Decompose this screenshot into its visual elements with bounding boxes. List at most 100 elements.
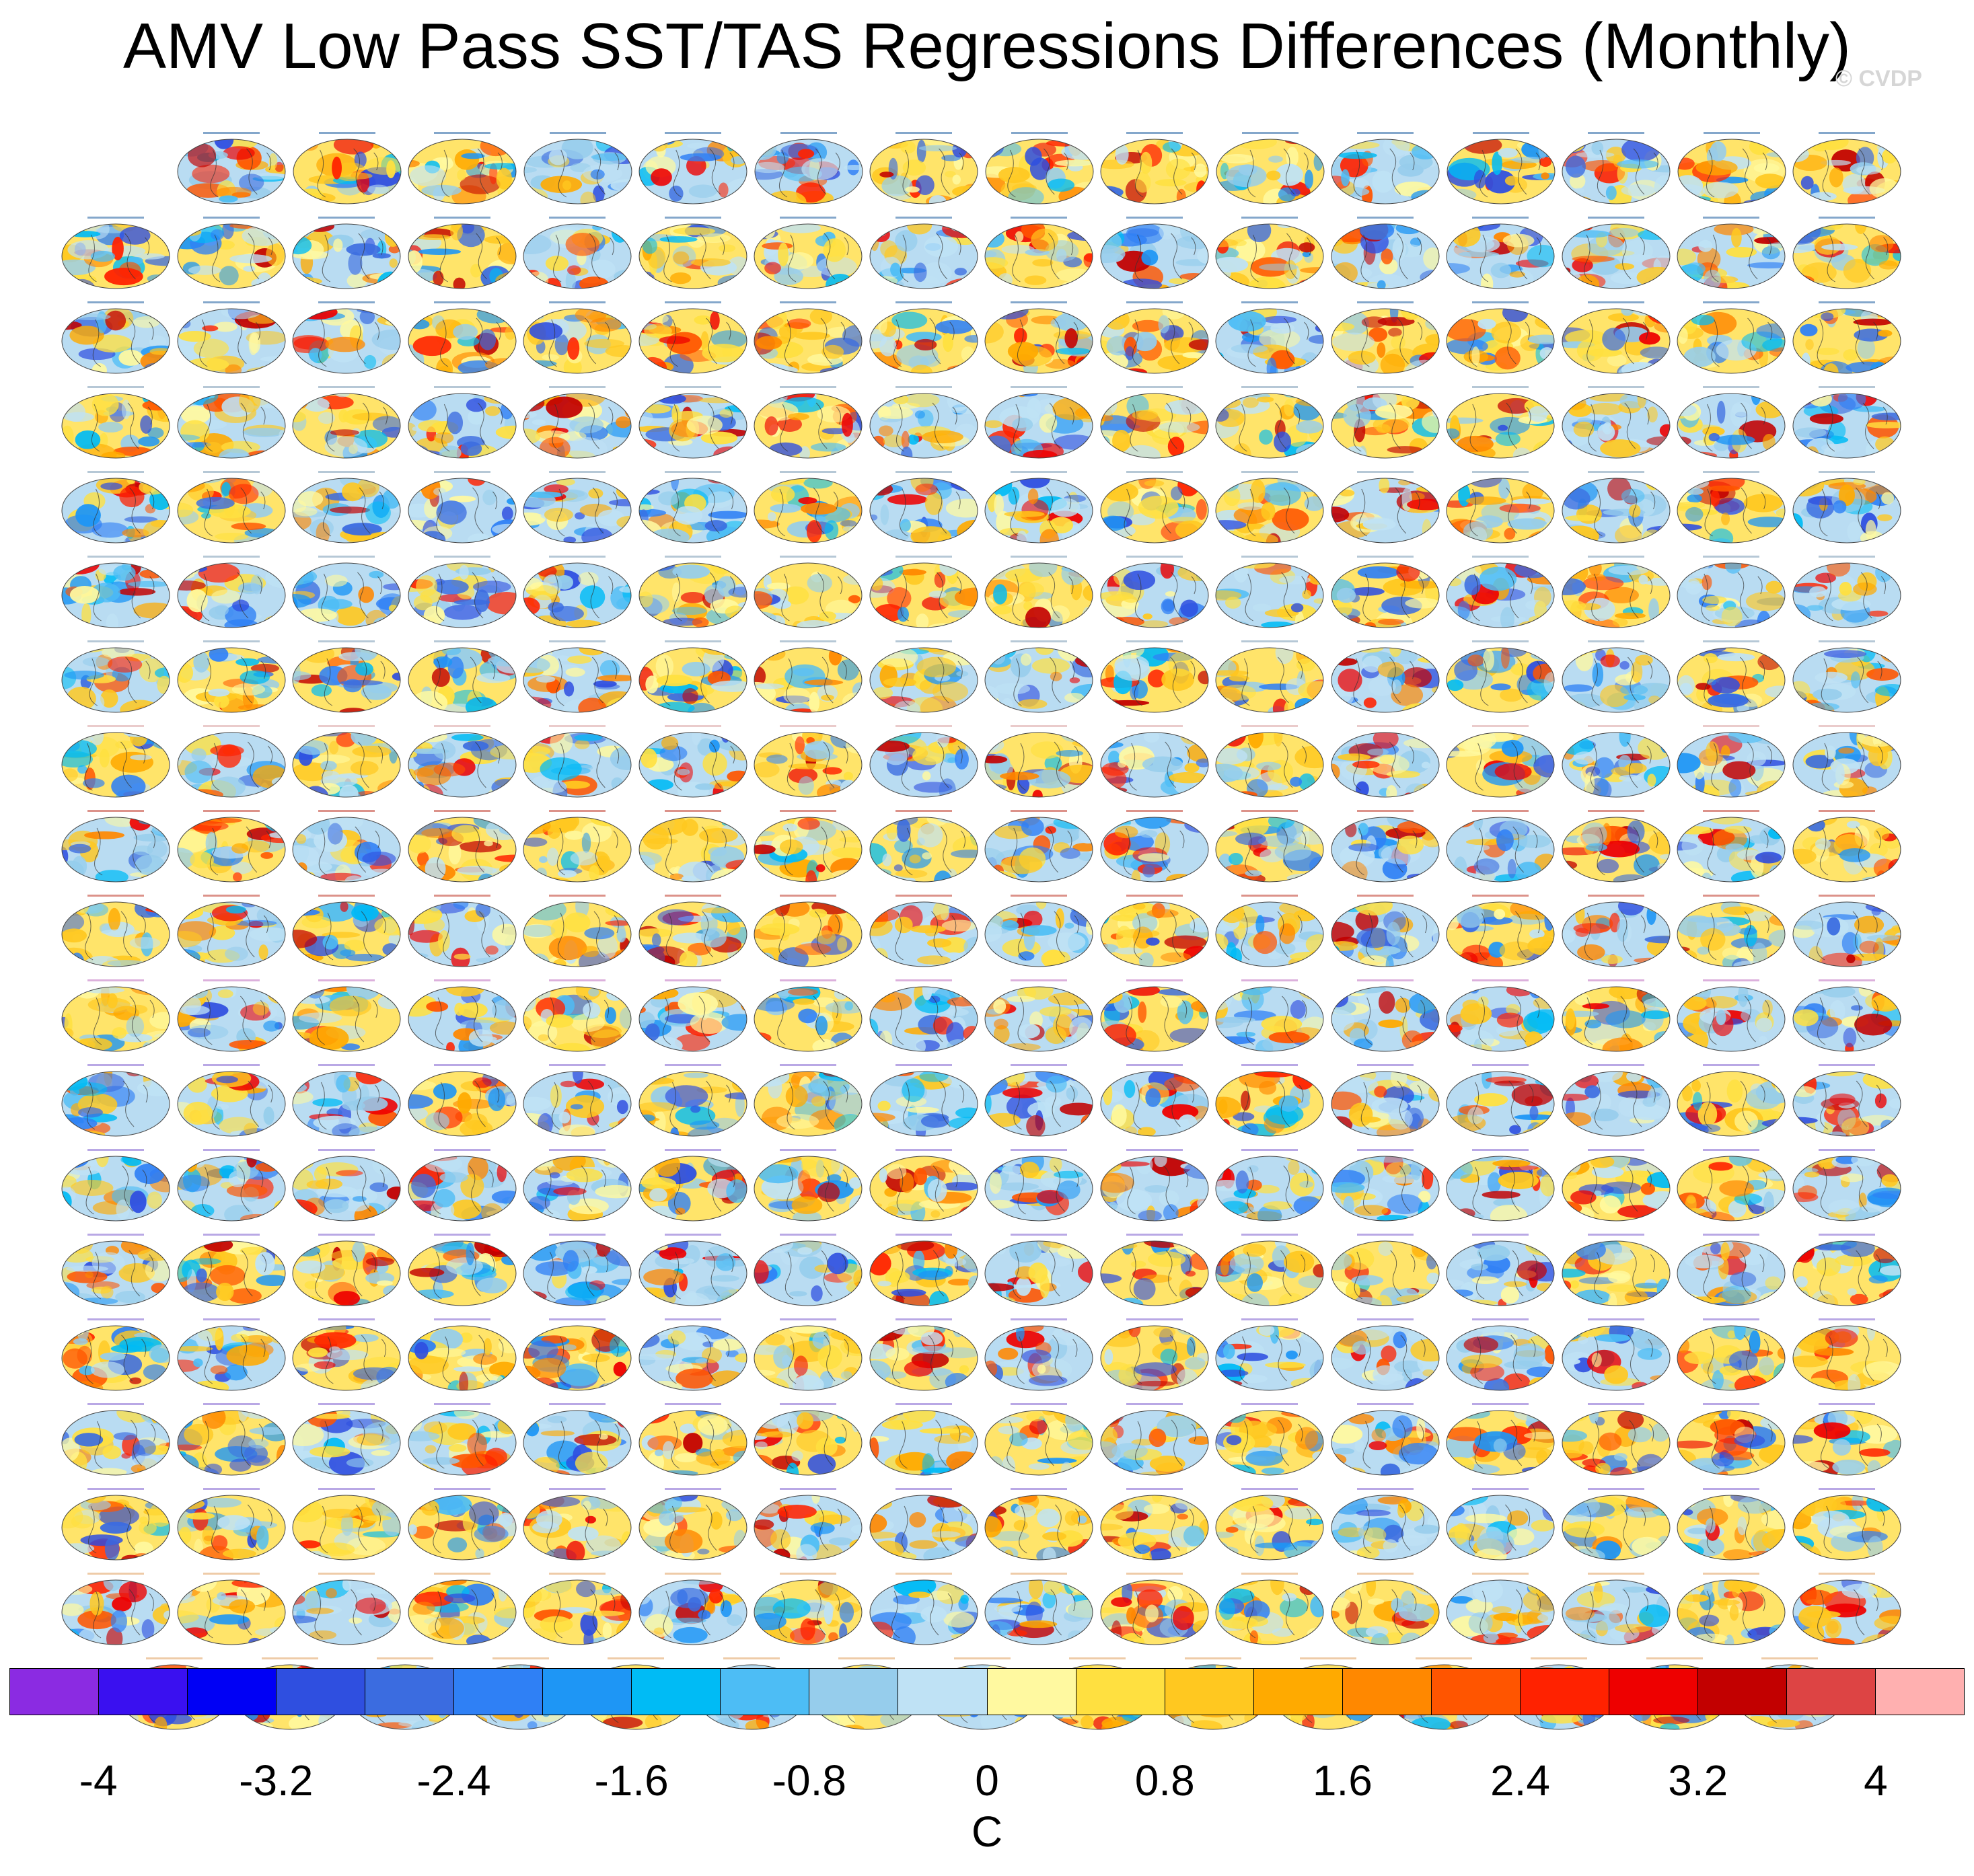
map-thumbnail [408, 1325, 516, 1391]
map-thumbnail [638, 1240, 747, 1306]
map-panel [1444, 469, 1557, 555]
map-panel [290, 215, 403, 301]
panel-caption-bar [290, 471, 403, 473]
map-thumbnail [984, 478, 1093, 543]
map-panel [1213, 1316, 1326, 1402]
panel-caption-bar [752, 640, 865, 642]
panel-caption-bar [290, 979, 403, 981]
panel-caption-bar [752, 895, 865, 897]
map-panel [59, 384, 172, 470]
panel-caption-bar [1097, 725, 1211, 727]
map-thumbnail [1677, 732, 1786, 798]
map-thumbnail [523, 1071, 632, 1137]
map-thumbnail [754, 1410, 863, 1476]
panel-caption-bar [1675, 301, 1788, 303]
map-thumbnail [754, 1495, 863, 1561]
map-panel [1444, 1571, 1557, 1657]
panel-caption-bar [1156, 1657, 1270, 1659]
map-panel [982, 384, 1095, 470]
map-thumbnail [1792, 393, 1901, 459]
map-thumbnail [1677, 562, 1786, 628]
panel-caption-bar [521, 1403, 634, 1405]
colorbar-box [188, 1669, 277, 1715]
map-thumbnail [638, 1325, 747, 1391]
map-thumbnail [1792, 1410, 1901, 1476]
map-thumbnail [1215, 223, 1324, 289]
panel-caption-bar [1790, 301, 1903, 303]
map-panel [982, 808, 1095, 894]
panel-caption-bar [521, 217, 634, 219]
map-thumbnail [1562, 986, 1670, 1052]
panel-caption-bar [1790, 1234, 1903, 1236]
panel-caption-bar [521, 301, 634, 303]
panel-caption-bar [636, 810, 750, 812]
map-panel [1559, 384, 1673, 470]
map-panel [636, 808, 750, 894]
panel-caption-bar [521, 1149, 634, 1151]
panel-caption-bar [1328, 640, 1442, 642]
map-panel [1213, 469, 1326, 555]
map-thumbnail [292, 1495, 401, 1561]
panel-caption-bar [636, 217, 750, 219]
map-thumbnail [523, 1579, 632, 1645]
panel-caption-bar [1559, 1149, 1673, 1151]
map-panel [1098, 130, 1211, 216]
panel-caption-bar [59, 217, 172, 219]
map-panel [405, 554, 519, 640]
panel-caption-bar [1444, 1573, 1557, 1575]
map-thumbnail [1792, 732, 1901, 798]
panel-caption-bar [405, 1488, 519, 1490]
panel-caption-bar [1213, 1488, 1326, 1490]
panel-caption-bar [521, 1234, 634, 1236]
panel-caption-bar [1559, 1234, 1673, 1236]
map-panel [752, 299, 865, 385]
map-panel [636, 299, 750, 385]
map-panel [1444, 299, 1557, 385]
map-thumbnail [292, 223, 401, 289]
panel-caption-bar [1328, 979, 1442, 981]
panel-caption-bar [1097, 1403, 1211, 1405]
panel-caption-bar [1790, 640, 1903, 642]
map-thumbnail [177, 478, 285, 543]
panel-caption-bar [752, 386, 865, 388]
map-panel [1213, 554, 1326, 640]
map-thumbnail [869, 901, 978, 967]
panel-caption-bar [1097, 1488, 1211, 1490]
map-thumbnail [984, 1071, 1093, 1137]
panel-caption-bar [867, 640, 980, 642]
panel-caption-bar [694, 1657, 808, 1659]
map-panel [1097, 1147, 1211, 1233]
panel-caption-bar [867, 810, 980, 812]
panel-caption-bar [174, 1488, 288, 1490]
map-thumbnail [1792, 817, 1901, 883]
map-thumbnail [869, 478, 978, 543]
map-panel [982, 1147, 1095, 1233]
panel-caption-bar [1790, 1403, 1903, 1405]
map-panel [174, 893, 288, 979]
panel-caption-bar [867, 1573, 980, 1575]
map-panel [521, 808, 634, 894]
map-panel [1444, 1062, 1557, 1148]
map-panel [636, 893, 750, 979]
map-thumbnail [408, 308, 516, 374]
map-thumbnail [1215, 1579, 1324, 1645]
map-panel [752, 1571, 865, 1657]
map-thumbnail [869, 1495, 978, 1561]
map-panel [1444, 130, 1558, 216]
map-thumbnail [1677, 223, 1786, 289]
panel-caption-bar [1444, 132, 1558, 134]
panel-caption-bar [579, 1657, 692, 1659]
panel-caption-bar [1097, 1573, 1211, 1575]
map-panel [59, 1486, 172, 1572]
map-panel [174, 1316, 288, 1402]
map-panel [1559, 1401, 1673, 1487]
panel-caption-bar [1790, 1064, 1903, 1066]
panel-caption-bar [1559, 1403, 1673, 1405]
map-thumbnail [1100, 647, 1208, 713]
map-thumbnail [408, 393, 516, 459]
panel-caption-bar [1097, 810, 1211, 812]
panel-caption-bar [636, 132, 750, 134]
panel-caption-bar [1213, 1149, 1326, 1151]
map-panel [405, 1062, 519, 1148]
panel-caption-bar [867, 979, 980, 981]
